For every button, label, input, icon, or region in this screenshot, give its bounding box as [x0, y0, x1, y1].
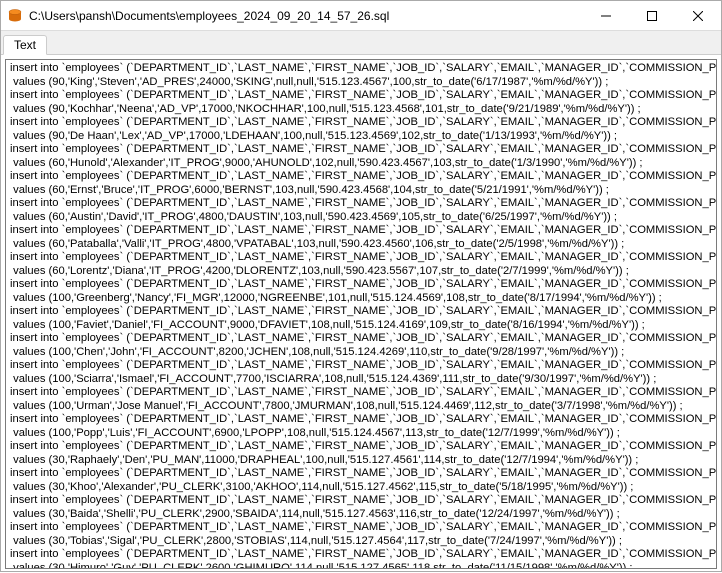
titlebar: C:\Users\pansh\Documents\employees_2024_… [1, 1, 721, 31]
content-wrap: insert into `employees` (`DEPARTMENT_ID`… [1, 55, 721, 573]
sql-textarea[interactable]: insert into `employees` (`DEPARTMENT_ID`… [5, 59, 717, 569]
tabbar: Text [1, 31, 721, 55]
tab-text[interactable]: Text [3, 35, 47, 55]
app-icon [7, 8, 23, 24]
close-button[interactable] [675, 1, 721, 30]
maximize-button[interactable] [629, 1, 675, 30]
window-title: C:\Users\pansh\Documents\employees_2024_… [29, 9, 583, 23]
minimize-button[interactable] [583, 1, 629, 30]
window-controls [583, 1, 721, 30]
